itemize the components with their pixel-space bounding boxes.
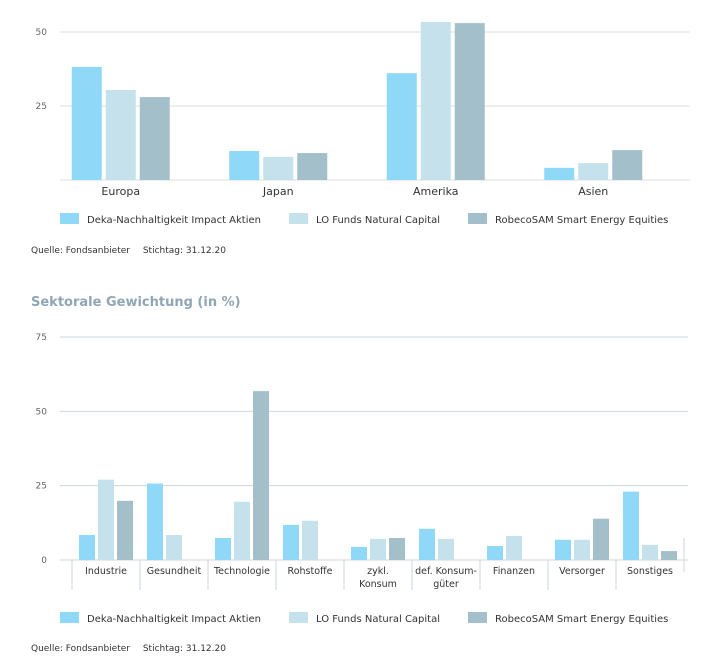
bar-1-8-2 — [661, 551, 677, 560]
legend-swatch — [289, 612, 308, 623]
y-tick-label: 25 — [36, 482, 47, 492]
chart-title-sectors: Sektorale Gewichtung (in %) — [31, 295, 241, 310]
source-label: Quelle: Fondsanbieter — [31, 246, 130, 256]
legend-swatch — [60, 612, 79, 623]
bar-1-3-1 — [302, 520, 318, 560]
x-tick-label: Amerika — [413, 185, 459, 198]
bar-1-5-0 — [419, 528, 435, 560]
bar-1-8-0 — [623, 491, 639, 560]
legend-label: Deka-Nachhaltigkeit Impact Aktien — [87, 614, 261, 625]
bar-1-2-2 — [253, 391, 269, 560]
y-tick-label: 0 — [41, 556, 47, 566]
y-tick-label: 50 — [36, 407, 48, 417]
bar-1-8-1 — [642, 544, 658, 560]
x-tick-label: Konsum — [359, 579, 397, 590]
legend-label: LO Funds Natural Capital — [316, 215, 440, 226]
x-tick-label: zykl. — [367, 566, 389, 577]
bar-0-3-2 — [612, 150, 643, 180]
legend-label: RobecoSAM Smart Energy Equities — [495, 614, 668, 625]
x-tick-label: Rohstoffe — [288, 566, 333, 577]
bar-1-4-2 — [389, 537, 405, 560]
bar-1-7-1 — [574, 539, 590, 560]
x-tick-label: Finanzen — [493, 566, 535, 577]
bar-1-6-0 — [487, 546, 503, 560]
x-tick-label: Gesundheit — [147, 566, 202, 577]
x-tick-label: güter — [433, 579, 459, 590]
bar-1-6-1 — [506, 535, 522, 560]
bar-0-1-1 — [263, 156, 294, 180]
bar-0-0-2 — [139, 97, 170, 180]
y-tick-label: 75 — [36, 333, 47, 343]
date-label: Stichtag: 31.12.20 — [142, 644, 226, 654]
y-tick-label: 50 — [36, 28, 48, 38]
bar-1-3-0 — [283, 524, 299, 560]
source-note-2: Quelle: Fondsanbieter Stichtag: 31.12.20 — [31, 644, 236, 654]
x-tick-label: Versorger — [559, 566, 605, 577]
bar-1-7-0 — [555, 539, 571, 560]
bar-0-2-0 — [386, 73, 417, 180]
y-tick-label: 25 — [36, 102, 47, 112]
legend-swatch — [468, 213, 487, 224]
x-tick-label: Europa — [101, 185, 140, 198]
legend-swatch — [468, 612, 487, 623]
x-tick-label: Asien — [578, 185, 608, 198]
bar-0-3-1 — [578, 163, 609, 180]
bar-0-0-0 — [71, 66, 102, 180]
legend-label: RobecoSAM Smart Energy Equities — [495, 215, 668, 226]
legend-swatch — [289, 213, 308, 224]
bar-1-2-1 — [234, 501, 250, 560]
bar-0-3-0 — [544, 167, 575, 180]
bar-1-2-0 — [215, 537, 231, 560]
source-note-1: Quelle: Fondsanbieter Stichtag: 31.12.20 — [31, 246, 236, 256]
source-label: Quelle: Fondsanbieter — [31, 644, 130, 654]
bar-0-2-1 — [420, 21, 451, 180]
x-tick-label: def. Konsum- — [415, 566, 477, 577]
legend-swatch — [60, 213, 79, 224]
legend-label: Deka-Nachhaltigkeit Impact Aktien — [87, 215, 261, 226]
bar-1-1-0 — [147, 483, 163, 560]
bar-1-0-2 — [117, 500, 133, 560]
x-tick-label: Sonstiges — [627, 566, 673, 577]
bar-1-0-1 — [98, 479, 114, 560]
bar-0-1-2 — [297, 153, 328, 180]
x-tick-label: Industrie — [85, 566, 127, 577]
bar-1-4-1 — [370, 538, 386, 560]
bar-1-1-1 — [166, 535, 182, 560]
bar-0-0-1 — [105, 90, 136, 180]
bar-1-5-1 — [438, 538, 454, 560]
x-tick-label: Technologie — [213, 566, 270, 577]
legend-label: LO Funds Natural Capital — [316, 614, 440, 625]
bar-0-2-2 — [454, 23, 485, 181]
bar-0-1-0 — [229, 150, 260, 180]
date-label: Stichtag: 31.12.20 — [142, 246, 226, 256]
x-tick-label: Japan — [262, 185, 294, 198]
bar-1-0-0 — [79, 535, 95, 560]
bar-1-4-0 — [351, 546, 367, 560]
bar-1-7-2 — [593, 518, 609, 560]
